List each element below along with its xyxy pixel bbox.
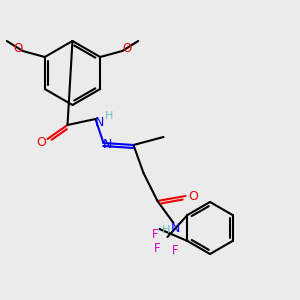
Text: H: H: [162, 225, 171, 235]
Text: N: N: [95, 116, 104, 128]
Text: O: O: [123, 43, 132, 56]
Text: F: F: [152, 229, 159, 242]
Text: O: O: [188, 190, 198, 202]
Text: O: O: [13, 43, 22, 56]
Text: F: F: [172, 244, 179, 256]
Text: N: N: [171, 221, 180, 235]
Text: F: F: [154, 242, 161, 254]
Text: O: O: [37, 136, 46, 148]
Text: N: N: [103, 139, 112, 152]
Text: H: H: [105, 111, 114, 121]
